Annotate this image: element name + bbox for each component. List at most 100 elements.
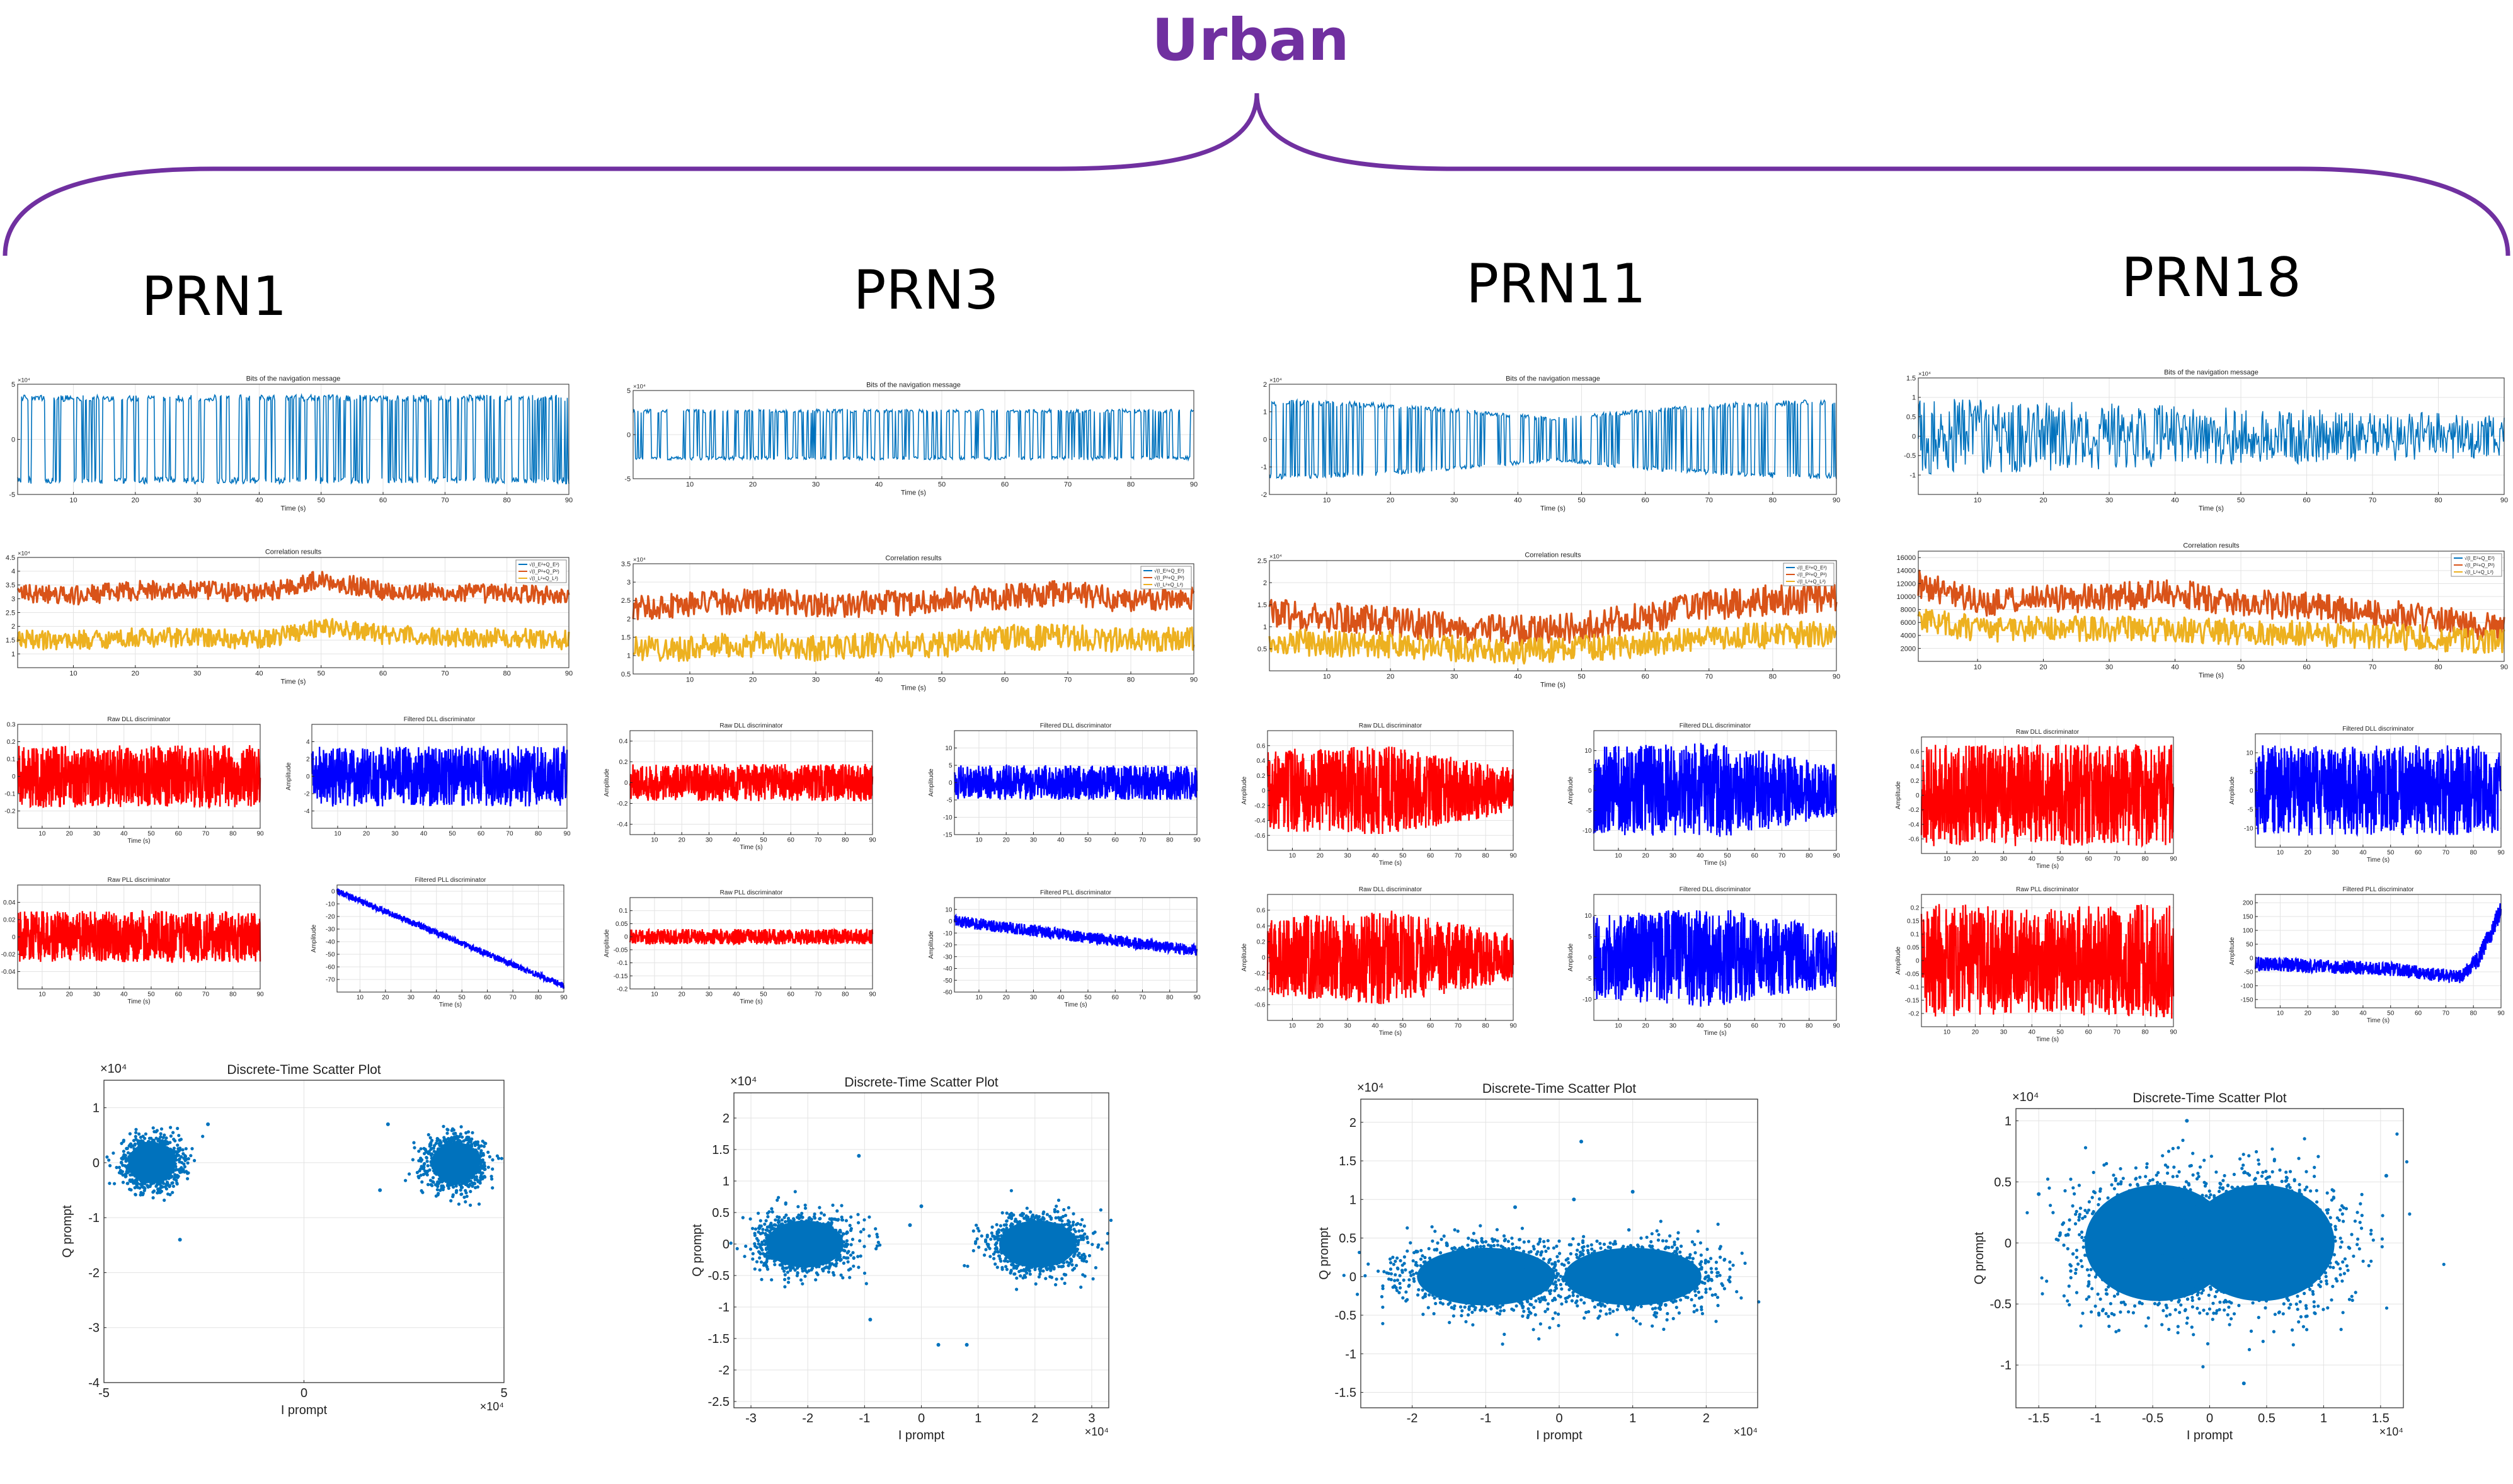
x-tick-label: 20 [132, 670, 139, 678]
scatter-point [766, 1267, 770, 1271]
x-tick-label: 90 [560, 995, 568, 1002]
scatter-point [839, 1258, 843, 1262]
scatter-point [735, 1247, 739, 1250]
y-tick-label: -2 [304, 791, 310, 798]
scatter-point [801, 1216, 804, 1219]
scatter-point [818, 1217, 821, 1221]
y-tick-label: -0.2 [617, 986, 628, 993]
scatter-point [136, 1139, 140, 1143]
x-tick-label: 20 [382, 995, 389, 1002]
scatter-point [831, 1270, 835, 1275]
discriminator-series [311, 746, 568, 807]
scatter-point [176, 1153, 181, 1157]
scatter-point [126, 1182, 130, 1185]
y-tick-label: -10 [943, 930, 953, 937]
scatter-point [179, 1138, 183, 1141]
scatter-point [404, 1179, 408, 1182]
scatter-point [1000, 1211, 1004, 1215]
scatter-point [421, 1190, 425, 1194]
scatter-point [479, 1149, 483, 1153]
scatter-point [418, 1169, 421, 1173]
x-tick-label: 70 [202, 831, 210, 838]
scatter-point [1025, 1206, 1029, 1210]
scatter-point [760, 1277, 764, 1281]
scatter-point [108, 1164, 112, 1168]
scatter-point [169, 1134, 173, 1138]
scatter-point [980, 1234, 983, 1238]
y-tick-label: -70 [326, 977, 335, 984]
scatter-point [431, 1176, 435, 1180]
scatter-point [130, 1178, 134, 1182]
x-tick-label: 70 [815, 991, 822, 998]
scatter-point [457, 1202, 461, 1206]
scatter-point [797, 1213, 801, 1217]
y-tick-label: 0.1 [7, 756, 16, 763]
y-tick-label: 0 [93, 1156, 100, 1170]
scatter-point [757, 1250, 761, 1253]
scatter-point [808, 1216, 811, 1219]
scatter-point [419, 1147, 423, 1151]
scatter-point [117, 1165, 121, 1169]
y-tick-label: -3 [88, 1321, 100, 1335]
scatter-point [481, 1139, 484, 1143]
raw-dll-chart: 10 20 30 40 50 60 70 80 90-0.2-0.100.10.20.3Raw … [4, 716, 264, 845]
scatter-point [429, 1143, 433, 1147]
scatter-point [125, 1167, 129, 1170]
y-tick-label: 0.4 [619, 738, 628, 745]
x-tick-label: 90 [1193, 995, 1201, 1002]
x-tick-label: 10 [357, 995, 364, 1002]
x-tick-label: 40 [420, 831, 428, 838]
scatter-point [783, 1285, 787, 1289]
x-tick-label: 60 [1001, 481, 1009, 489]
scatter-point [454, 1184, 458, 1188]
x-tick-label: 90 [563, 831, 571, 838]
scatter-point [459, 1125, 463, 1129]
x-tick-label: 70 [202, 991, 210, 998]
scatter-point [412, 1141, 416, 1144]
scatter-point [843, 1249, 847, 1253]
x-tick-label: 50 [1084, 837, 1092, 844]
x-tick-label: 30 [1030, 837, 1038, 844]
scatter-point [151, 1138, 155, 1142]
scatter-point [166, 1192, 170, 1196]
scatter-point [107, 1158, 111, 1162]
urban-brace [3, 93, 2510, 256]
y-tick-label: -0.02 [1, 952, 16, 959]
x-tick-label: 50 [760, 837, 767, 844]
scatter-point [761, 1228, 765, 1231]
scatter-point [461, 1135, 464, 1139]
x-tick-label: 30 [193, 670, 201, 678]
y-tick-label: 5 [627, 387, 631, 395]
scatter-point [488, 1155, 492, 1159]
scatter-point [793, 1190, 797, 1194]
scatter-point [147, 1136, 152, 1140]
scatter-point [862, 1271, 867, 1275]
scatter-point [842, 1232, 845, 1236]
scatter-point [1008, 1213, 1012, 1216]
scatter-point [753, 1267, 757, 1271]
scatter-point [1080, 1229, 1084, 1233]
scatter-point [476, 1143, 480, 1146]
scatter-point [142, 1189, 146, 1192]
scatter-point [184, 1147, 188, 1151]
scatter-point [753, 1231, 757, 1235]
x-tick-label: 30 [706, 991, 713, 998]
x-tick-label: 20 [132, 497, 139, 505]
scatter-point [479, 1176, 483, 1180]
scatter-point [776, 1198, 779, 1202]
scatter-outlier [386, 1122, 390, 1126]
scatter-point [160, 1139, 164, 1143]
x-exponent: ×10⁴ [480, 1400, 504, 1413]
x-tick-label: 20 [1003, 995, 1010, 1002]
scatter-point [1063, 1273, 1067, 1277]
x-tick-label: 50 [449, 831, 456, 838]
scatter-point [440, 1185, 444, 1189]
x-tick-label: 50 [318, 497, 325, 505]
x-tick-label: 90 [256, 991, 264, 998]
x-tick-label: 50 [318, 670, 325, 678]
x-tick-label: 10 [975, 995, 983, 1002]
plot-title: Filtered DLL discriminator [404, 716, 476, 723]
scatter-point [842, 1255, 846, 1259]
legend-entry: √(I_P²+Q_P²) [529, 569, 559, 574]
scatter-point [829, 1262, 833, 1266]
